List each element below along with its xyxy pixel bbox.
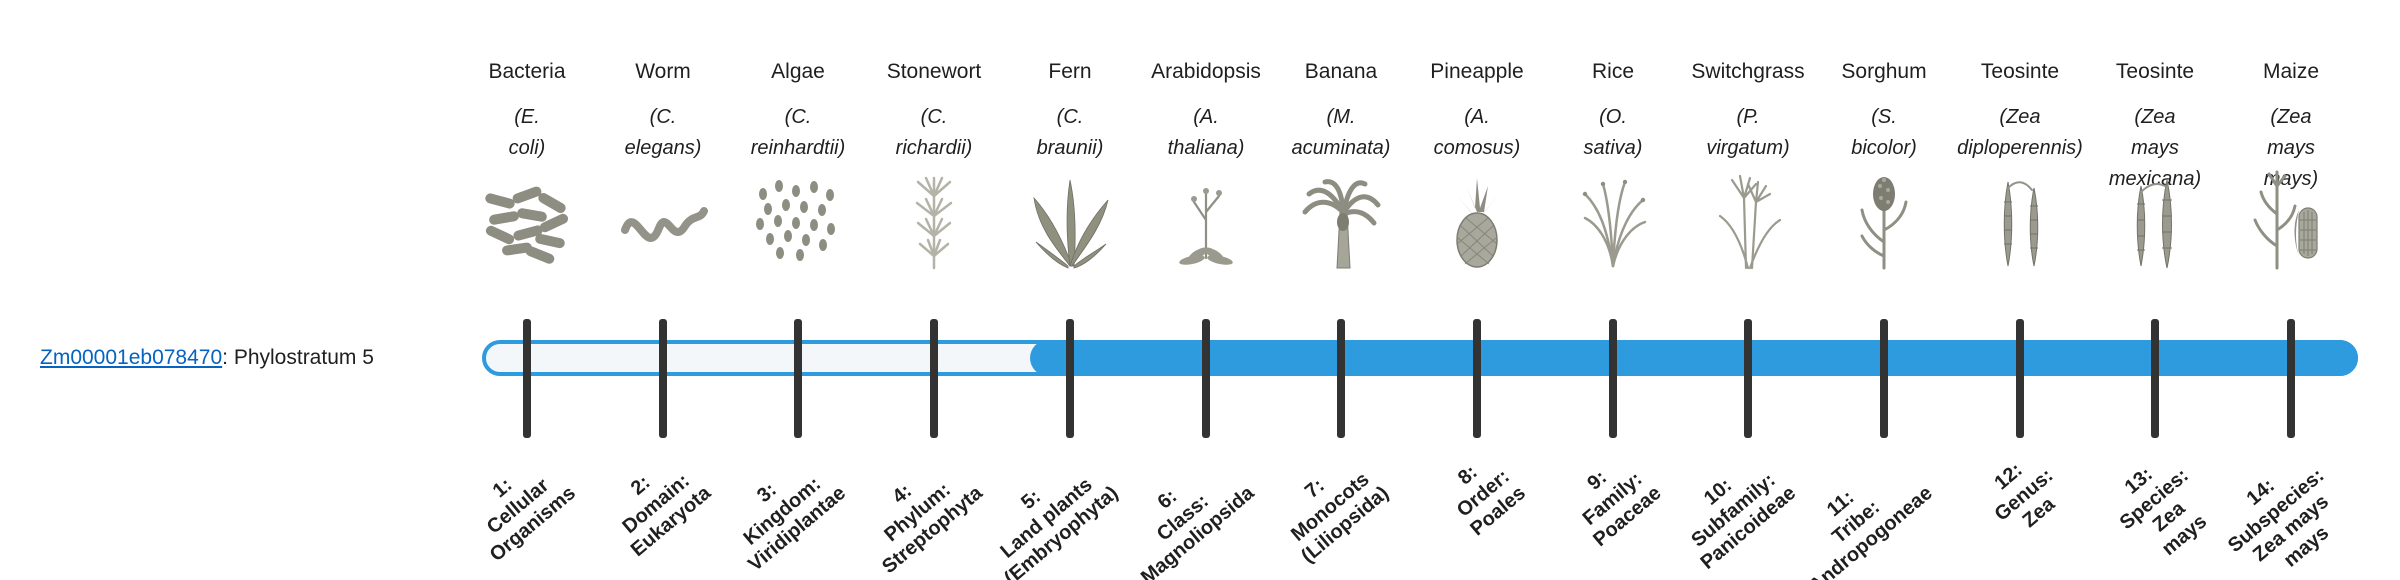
worm-illustration: [613, 168, 713, 280]
fern-illustration: [1020, 168, 1120, 280]
switchgrass-illustration: [1698, 168, 1798, 280]
stonewort-illustration: [884, 168, 984, 280]
organism-name: Banana: [1304, 60, 1378, 83]
phylostratum-label: 9: Family: Poaceae: [1578, 466, 1666, 552]
phylostratum-tick: [930, 319, 938, 438]
phylostratum-tick: [1066, 319, 1074, 438]
pineapple-illustration: [1427, 168, 1527, 280]
phylostratum-label: 1: Cellular Organisms: [482, 473, 580, 567]
arabidopsis-illustration: [1156, 168, 1256, 280]
organism-name: Arabidopsis: [1151, 60, 1261, 83]
phylostratum-label: 8: Order: Poales: [1452, 461, 1530, 541]
phylostrata-bar-highlight: [1030, 340, 2358, 376]
organism-name: Teosinte: [1980, 60, 2060, 83]
phylostratum-label: 5: Land plants (Embryophyta): [996, 473, 1123, 580]
organism-name: Bacteria: [488, 60, 566, 83]
phylostratum-label: 7: Monocots (Liliopsida): [1287, 468, 1394, 568]
organism-scientific-name: (O. sativa): [1583, 106, 1643, 159]
organism-name: Stonewort: [886, 60, 982, 83]
organism-name: Teosinte: [2115, 60, 2195, 83]
phylostratum-label: 11: Tribe: Andropogoneae: [1804, 482, 1937, 580]
organism-scientific-name: (A. comosus): [1433, 106, 1521, 159]
organism-scientific-name: (Zea diploperennis): [1957, 106, 2083, 159]
sorghum-illustration: [1834, 168, 1934, 280]
rice-illustration: [1563, 168, 1663, 280]
phylostratum-tick: [659, 319, 667, 438]
organism-scientific-name: (C. reinhardtii): [750, 106, 846, 159]
maize-illustration: [2241, 168, 2341, 280]
organism-name: Sorghum: [1841, 60, 1927, 83]
banana-illustration: [1291, 168, 1391, 280]
organism-name: Fern: [1048, 60, 1092, 83]
algae-illustration: [748, 168, 848, 280]
organism-scientific-name: (C. richardii): [895, 106, 973, 159]
phylostratum-label: 2: Domain: Eukaryota: [618, 469, 716, 562]
organism-name: Pineapple: [1430, 60, 1524, 83]
phylostratum-tick: [1473, 319, 1481, 438]
phylostratum-label: 6: Class: Magnoliopsida: [1137, 482, 1259, 580]
teosinte-diploperennis-illustration: [1970, 168, 2070, 280]
phylostratum-label: 12: Genus: Zea: [1990, 458, 2060, 533]
phylostratum-tick: [523, 319, 531, 438]
phylostratum-tick: [1609, 319, 1617, 438]
phylostratum-tick: [1744, 319, 1752, 438]
phylostratum-label: 4: Phylum: Streptophyta: [877, 478, 987, 579]
organism-scientific-name: (Zea mays mexicana): [2108, 106, 2202, 190]
organism-scientific-name: (M. acuminata): [1291, 106, 1391, 159]
organism-name: Maize: [2262, 60, 2320, 83]
phylostratum-tick: [2016, 319, 2024, 438]
organism-scientific-name: (P. virgatum): [1706, 106, 1790, 159]
gene-id-link[interactable]: Zm00001eb078470: [40, 346, 223, 369]
organism-scientific-name: (E. coli): [508, 106, 546, 159]
bacteria-illustration: [477, 168, 577, 280]
gene-phylostratum-text: : Phylostratum 5: [222, 346, 374, 369]
organism-scientific-name: (C. braunii): [1036, 106, 1104, 159]
organism-name: Worm: [635, 60, 691, 83]
phylostratum-tick: [794, 319, 802, 438]
phylostratum-tick: [1880, 319, 1888, 438]
phylostratum-label: 14: Subspecies: Zea mays mays: [2223, 464, 2334, 572]
phylostratum-tick: [2287, 319, 2295, 438]
organism-name: Rice: [1591, 60, 1635, 83]
phylostratum-label: 10: Subfamily: Panicoideae: [1687, 468, 1801, 575]
organism-scientific-name: (S. bicolor): [1851, 106, 1917, 159]
organism-scientific-name: (C. elegans): [624, 106, 702, 159]
organism-name: Algae: [771, 60, 825, 83]
teosinte-mexicana-illustration: [2105, 168, 2205, 280]
phylostratum-tick: [1337, 319, 1345, 438]
phylostratum-label: 13: Species: Zea mays: [2115, 463, 2211, 560]
organism-scientific-name: (A. thaliana): [1167, 106, 1245, 159]
phylostratum-tick: [1202, 319, 1210, 438]
gene-label: Zm00001eb078470: Phylostratum 5: [40, 346, 374, 370]
organism-name: Switchgrass: [1691, 60, 1805, 83]
phylostratum-label: 3: Kingdom: Viridiplantae: [739, 472, 851, 576]
phylostratum-tick: [2151, 319, 2159, 438]
